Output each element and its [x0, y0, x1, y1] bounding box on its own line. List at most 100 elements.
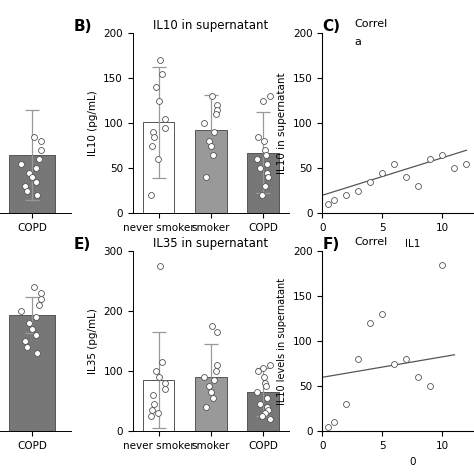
- Point: [30, 133, 38, 140]
- Point: [210, 376, 218, 384]
- Y-axis label: IL10 levels in supernatant: IL10 levels in supernatant: [277, 278, 287, 405]
- Point: [427, 155, 434, 163]
- Y-axis label: IL10 in supernatant: IL10 in supernatant: [277, 73, 287, 174]
- Point: [150, 401, 158, 408]
- Point: [261, 380, 269, 387]
- Point: [343, 191, 350, 199]
- Point: [33, 191, 41, 199]
- Point: [23, 344, 30, 351]
- Point: [255, 367, 262, 375]
- Bar: [9, 155, 55, 213]
- Point: [200, 119, 208, 127]
- Point: [154, 410, 162, 417]
- Point: [325, 423, 332, 430]
- Point: [147, 191, 155, 199]
- Point: [379, 310, 386, 318]
- Point: [212, 110, 219, 118]
- Point: [32, 178, 39, 185]
- Point: [30, 283, 38, 291]
- Point: [161, 124, 169, 131]
- Point: [264, 407, 272, 414]
- Point: [36, 301, 43, 309]
- Y-axis label: IL10 (pg/mL): IL10 (pg/mL): [88, 91, 98, 156]
- Point: [148, 142, 155, 149]
- Point: [463, 160, 470, 167]
- Point: [33, 349, 41, 357]
- Point: [200, 374, 208, 381]
- Point: [253, 389, 261, 396]
- Point: [32, 331, 39, 339]
- Point: [261, 410, 269, 417]
- Point: [18, 160, 25, 167]
- Point: [266, 362, 274, 369]
- Point: [156, 56, 164, 64]
- Point: [147, 412, 155, 420]
- Point: [256, 164, 264, 172]
- Point: [266, 416, 274, 423]
- Point: [37, 290, 45, 297]
- Point: [213, 106, 221, 113]
- Point: [205, 137, 213, 145]
- Point: [366, 319, 374, 327]
- Text: F): F): [322, 237, 339, 252]
- Text: C): C): [322, 19, 340, 34]
- Y-axis label: IL35 (pg/mL): IL35 (pg/mL): [88, 309, 98, 374]
- Point: [155, 374, 163, 381]
- Point: [37, 146, 45, 154]
- Point: [262, 383, 270, 390]
- Point: [202, 173, 210, 181]
- Title: IL35 in supernatant: IL35 in supernatant: [154, 237, 268, 250]
- Point: [366, 178, 374, 185]
- Point: [261, 374, 268, 381]
- Bar: [247, 153, 279, 213]
- Point: [438, 151, 446, 158]
- Point: [210, 151, 217, 158]
- Point: [23, 187, 30, 194]
- Point: [253, 155, 261, 163]
- Point: [212, 367, 219, 375]
- Point: [263, 160, 271, 167]
- Point: [261, 182, 269, 190]
- Point: [262, 151, 270, 158]
- Point: [150, 133, 158, 140]
- Point: [210, 128, 218, 136]
- Point: [258, 191, 266, 199]
- Point: [25, 169, 33, 176]
- Point: [155, 97, 163, 105]
- Point: [158, 70, 166, 77]
- Point: [37, 295, 45, 303]
- Point: [202, 403, 210, 411]
- Point: [379, 169, 386, 176]
- Text: Correl: Correl: [355, 237, 388, 247]
- X-axis label: 0: 0: [409, 456, 416, 466]
- Point: [148, 407, 155, 414]
- Point: [158, 358, 166, 366]
- Point: [33, 164, 40, 172]
- Point: [21, 182, 28, 190]
- Point: [266, 92, 274, 100]
- Point: [259, 97, 266, 105]
- Point: [415, 374, 422, 381]
- Point: [330, 196, 338, 203]
- Text: a: a: [355, 37, 362, 47]
- Point: [210, 394, 217, 402]
- X-axis label: IL1: IL1: [405, 238, 420, 248]
- Title: IL10 in supernatant: IL10 in supernatant: [153, 19, 269, 32]
- Bar: [195, 377, 227, 431]
- Point: [21, 337, 28, 345]
- Point: [258, 412, 266, 420]
- Bar: [9, 315, 55, 431]
- Point: [255, 133, 262, 140]
- Point: [256, 401, 264, 408]
- Point: [263, 403, 271, 411]
- Point: [261, 137, 268, 145]
- Point: [208, 389, 215, 396]
- Text: E): E): [73, 237, 91, 252]
- Point: [161, 115, 169, 122]
- Point: [156, 263, 164, 270]
- Point: [264, 173, 272, 181]
- Point: [325, 201, 332, 208]
- Point: [263, 394, 271, 402]
- Point: [263, 169, 271, 176]
- Point: [161, 385, 169, 393]
